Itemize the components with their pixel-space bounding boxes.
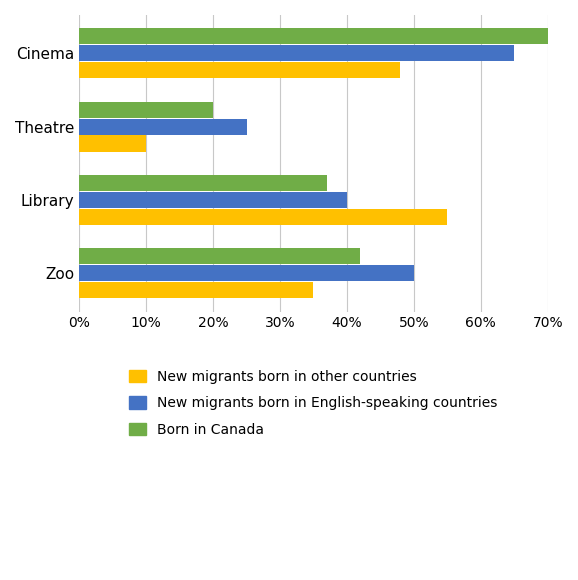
Bar	[79, 119, 247, 135]
Bar	[79, 62, 401, 78]
Bar	[79, 192, 347, 208]
Bar	[79, 209, 447, 225]
Bar	[79, 175, 327, 191]
Legend: New migrants born in other countries, New migrants born in English-speaking coun: New migrants born in other countries, Ne…	[123, 363, 505, 444]
Bar	[79, 248, 360, 264]
Bar	[79, 282, 313, 298]
Bar	[79, 28, 548, 45]
Bar	[79, 102, 213, 118]
Bar	[79, 265, 414, 281]
Bar	[79, 136, 146, 151]
Bar	[79, 45, 514, 61]
